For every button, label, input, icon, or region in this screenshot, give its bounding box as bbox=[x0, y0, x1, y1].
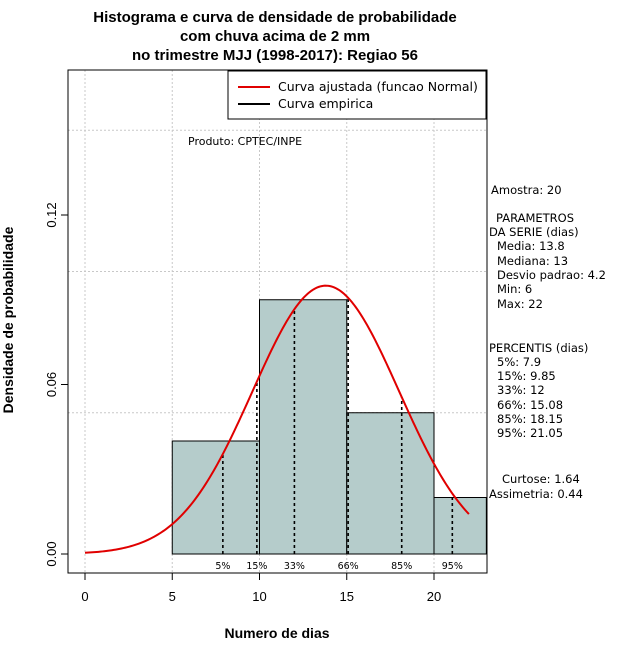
histogram-bar-3 bbox=[433, 497, 487, 555]
percentile-label-0: 5% bbox=[215, 561, 230, 572]
side-p66: 66%: 15.08 bbox=[497, 398, 563, 412]
percentile-label-5: 95% bbox=[442, 561, 463, 572]
stat-curtose: Curtose: 1.64 bbox=[502, 472, 580, 486]
stat-media: Media: 13.8 bbox=[497, 239, 565, 253]
histogram-bars bbox=[171, 299, 487, 555]
statistics-panel: Amostra: 20 PARAMETROS DA SERIE (dias) M… bbox=[489, 183, 606, 501]
x-tick-label-1: 5 bbox=[169, 589, 176, 604]
percentile-label-2: 33% bbox=[284, 561, 305, 572]
percentile-label-3: 66% bbox=[338, 561, 359, 572]
percentile-label-4: 85% bbox=[391, 561, 412, 572]
producer-label: Produto: CPTEC/INPE bbox=[188, 135, 302, 148]
params-title-2: DA SERIE (dias) bbox=[489, 225, 579, 239]
legend: Curva ajustada (funcao Normal) Curva emp… bbox=[227, 70, 487, 120]
percentile-lines: 5% 15% 33% 66% 85% 95% bbox=[215, 297, 463, 572]
stat-max: Max: 22 bbox=[497, 297, 543, 311]
y-tick-label-0: 0.00 bbox=[44, 541, 59, 566]
params-title-1: PARAMETROS bbox=[496, 211, 574, 225]
percentiles-title: PERCENTIS (dias) bbox=[489, 341, 588, 355]
normal-curve-path bbox=[84, 284, 470, 554]
y-axis-title: Densidade de probabilidade bbox=[0, 226, 16, 413]
chart-title-line-2: com chuva acima de 2 mm bbox=[180, 28, 370, 45]
x-tick-label-0: 0 bbox=[81, 589, 88, 604]
side-p15: 15%: 9.85 bbox=[497, 369, 556, 383]
chart-title-line-1: Histograma e curva de densidade de proba… bbox=[93, 9, 456, 26]
plot-frame bbox=[67, 69, 488, 574]
legend-empirical-label: Curva empirica bbox=[278, 96, 373, 111]
legend-normal-label: Curva ajustada (funcao Normal) bbox=[278, 79, 478, 94]
x-tick-label-2: 10 bbox=[252, 589, 266, 604]
stat-mediana: Mediana: 13 bbox=[497, 254, 568, 268]
legend-box bbox=[227, 70, 487, 120]
x-tick-label-4: 20 bbox=[427, 589, 441, 604]
side-p95: 95%: 21.05 bbox=[497, 426, 563, 440]
side-p5: 5%: 7.9 bbox=[497, 355, 541, 369]
y-tick-label-2: 0.12 bbox=[44, 202, 59, 227]
histogram-bar-0 bbox=[171, 440, 260, 555]
percentile-label-1: 15% bbox=[246, 561, 267, 572]
x-axis: 0 5 10 15 20 bbox=[81, 572, 441, 604]
histogram-bar-1 bbox=[259, 299, 348, 555]
x-tick-label-3: 15 bbox=[340, 589, 354, 604]
stat-assimetria: Assimetria: 0.44 bbox=[489, 487, 583, 501]
sample-size: Amostra: 20 bbox=[491, 183, 562, 197]
normal-curve bbox=[84, 284, 470, 554]
side-p33: 33%: 12 bbox=[497, 383, 545, 397]
y-tick-label-1: 0.06 bbox=[44, 372, 59, 397]
side-p85: 85%: 18.15 bbox=[497, 412, 563, 426]
histogram-bar-2 bbox=[346, 412, 435, 555]
chart-title-line-3: no trimestre MJJ (1998-2017): Regiao 56 bbox=[132, 47, 418, 64]
y-axis: 0.00 0.06 0.12 bbox=[44, 202, 69, 567]
stat-desvio: Desvio padrao: 4.2 bbox=[497, 268, 606, 282]
x-axis-title: Numero de dias bbox=[224, 625, 329, 641]
stat-min: Min: 6 bbox=[497, 282, 532, 296]
